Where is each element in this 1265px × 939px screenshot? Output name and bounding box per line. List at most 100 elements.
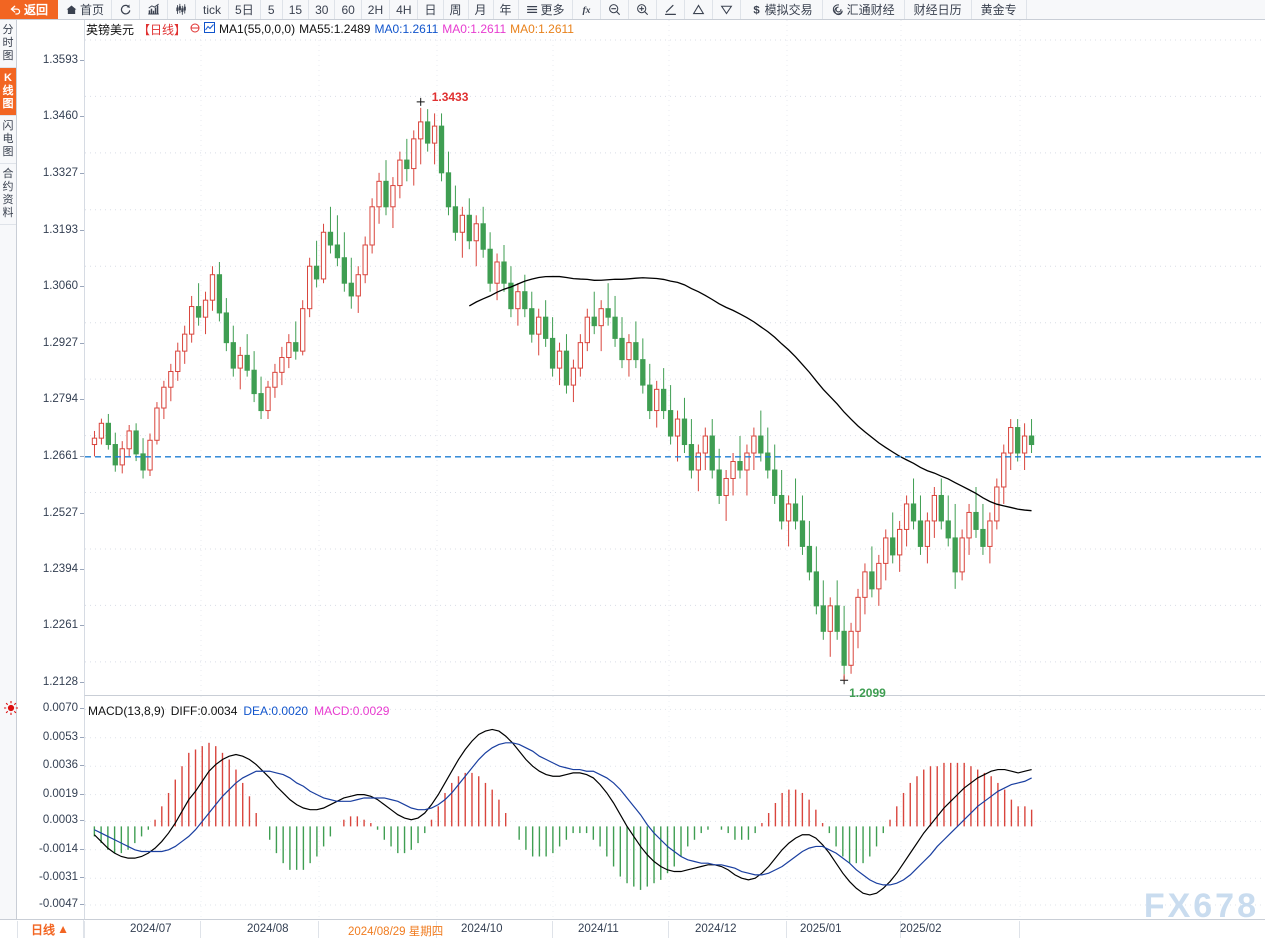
huitong-finance-button-label: 汇通财经 bbox=[846, 2, 895, 17]
date-axis-separator bbox=[84, 921, 85, 938]
candle-body bbox=[230, 342, 236, 369]
period-30m-button[interactable]: 30 bbox=[309, 0, 336, 19]
period-15m-button[interactable]: 15 bbox=[282, 0, 310, 19]
macd-axis-tick bbox=[80, 765, 84, 767]
macd-axis-tick bbox=[80, 708, 84, 710]
candle-body bbox=[799, 520, 806, 547]
candle-body bbox=[508, 282, 514, 310]
price-axis-tick bbox=[80, 625, 84, 627]
sidebar-tab-timeshare[interactable]: 分时图 bbox=[0, 20, 16, 68]
period-week-button[interactable]: 周 bbox=[443, 0, 469, 19]
period-week-button-label: 周 bbox=[449, 2, 462, 17]
candle-body bbox=[209, 274, 216, 301]
candle-body bbox=[709, 435, 715, 471]
period-month-button[interactable]: 月 bbox=[468, 0, 494, 19]
sidebar-tab-kline[interactable]: K线图 bbox=[0, 68, 16, 116]
back-arrow-icon bbox=[9, 3, 22, 16]
draw-line-button[interactable] bbox=[656, 0, 685, 19]
zoom-in-button[interactable] bbox=[628, 0, 657, 19]
macd-macd-value: MACD:0.0029 bbox=[314, 704, 390, 718]
triangle-down-button[interactable] bbox=[712, 0, 741, 19]
back-button[interactable]: 返回 bbox=[0, 0, 59, 19]
indicator-settings-icon[interactable] bbox=[3, 700, 19, 716]
price-axis-label: 1.2661 bbox=[42, 449, 78, 462]
chart-type-button[interactable] bbox=[140, 0, 169, 19]
candle-body bbox=[306, 265, 313, 310]
triangle-up-button[interactable] bbox=[684, 0, 713, 19]
period-5m-button[interactable]: 5 bbox=[260, 0, 283, 19]
macd-canvas bbox=[85, 696, 1265, 920]
candlestick-button[interactable] bbox=[168, 0, 197, 19]
sidebar-tab-lightning[interactable]: 闪电图 bbox=[0, 116, 16, 164]
date-axis-separator bbox=[668, 921, 669, 938]
candle-body bbox=[591, 316, 597, 327]
date-axis-separator bbox=[17, 921, 18, 938]
price-axis-label: 1.3593 bbox=[42, 53, 78, 66]
candle-body bbox=[369, 206, 375, 246]
period-day-button[interactable]: 日 bbox=[418, 0, 444, 19]
function-button[interactable]: fx bbox=[572, 0, 601, 19]
date-axis-label: 2024/08 bbox=[247, 923, 289, 935]
finance-calendar-button[interactable]: 财经日历 bbox=[904, 0, 972, 19]
candle-body bbox=[730, 461, 736, 479]
candle-body bbox=[542, 316, 549, 339]
zoom-out-button[interactable] bbox=[600, 0, 629, 19]
demo-trade-button-label: 模拟交易 bbox=[764, 2, 813, 17]
date-axis-separator bbox=[786, 921, 787, 938]
candle-body bbox=[834, 605, 840, 632]
sidebar-tab-contract[interactable]: 合约资料 bbox=[0, 164, 16, 225]
zoom-out-icon bbox=[608, 3, 621, 16]
period-2h-button[interactable]: 2H bbox=[361, 0, 391, 19]
macd-axis-tick bbox=[80, 877, 84, 879]
more-button[interactable]: 更多 bbox=[518, 0, 573, 19]
candle-body bbox=[667, 410, 674, 437]
price-axis-tick bbox=[80, 116, 84, 118]
macd-axis-label: 0.0019 bbox=[42, 787, 78, 800]
settings-circle-icon[interactable] bbox=[190, 22, 200, 36]
candle-body bbox=[716, 469, 722, 496]
candle-body bbox=[633, 342, 639, 361]
candle-body bbox=[890, 537, 896, 556]
home-button-label: 首页 bbox=[80, 2, 105, 17]
macd-plot[interactable] bbox=[84, 695, 1265, 920]
triangle-up-icon: ▲ bbox=[57, 922, 69, 936]
price-axis-label: 1.3460 bbox=[42, 110, 78, 123]
period-year-button[interactable]: 年 bbox=[493, 0, 519, 19]
price-axis-tick bbox=[80, 229, 84, 231]
period-5d-button[interactable]: 5日 bbox=[229, 0, 261, 19]
period-indicator-label: 日线 bbox=[31, 922, 56, 937]
period-60m-button[interactable]: 60 bbox=[335, 0, 362, 19]
macd-header: MACD(13,8,9) DIFF:0.0034 DEA:0.0020 MACD… bbox=[88, 704, 389, 718]
candle-body bbox=[473, 223, 479, 242]
candle-body bbox=[681, 418, 688, 446]
price-axis-tick bbox=[80, 455, 84, 457]
refresh-button[interactable] bbox=[112, 0, 141, 19]
date-axis-label: 2024/12 bbox=[695, 923, 737, 935]
price-axis-tick bbox=[80, 342, 84, 344]
candle-body bbox=[411, 138, 417, 170]
period-4h-button[interactable]: 4H bbox=[390, 0, 419, 19]
macd-axis-label: -0.0014 bbox=[38, 842, 78, 855]
candlestick-icon bbox=[175, 3, 188, 16]
candlestick-plot[interactable] bbox=[84, 20, 1265, 695]
candle-body bbox=[362, 244, 368, 276]
gold-special-button[interactable]: 黄金专 bbox=[971, 0, 1027, 19]
macd-axis-tick bbox=[80, 793, 84, 795]
period-indicator[interactable]: 日线 ▲ bbox=[17, 920, 84, 938]
tick-button[interactable]: tick bbox=[196, 0, 230, 19]
candle-body bbox=[320, 231, 327, 280]
price-axis-tick bbox=[80, 399, 84, 401]
period-5d-button-label: 5日 bbox=[235, 2, 254, 17]
candle-body bbox=[869, 571, 875, 590]
indicator-chart-icon[interactable] bbox=[204, 22, 216, 36]
fx-icon: fx bbox=[580, 3, 593, 16]
price-axis-tick bbox=[80, 512, 84, 514]
candle-body bbox=[584, 316, 590, 344]
home-button[interactable]: 首页 bbox=[58, 0, 113, 19]
bar-chart-icon bbox=[147, 3, 160, 16]
huitong-finance-button[interactable]: 汇通财经 bbox=[822, 0, 905, 19]
demo-trade-button[interactable]: $ 模拟交易 bbox=[740, 0, 823, 19]
period-year-button-label: 年 bbox=[499, 2, 512, 17]
period-4h-button-label: 4H bbox=[396, 2, 412, 17]
